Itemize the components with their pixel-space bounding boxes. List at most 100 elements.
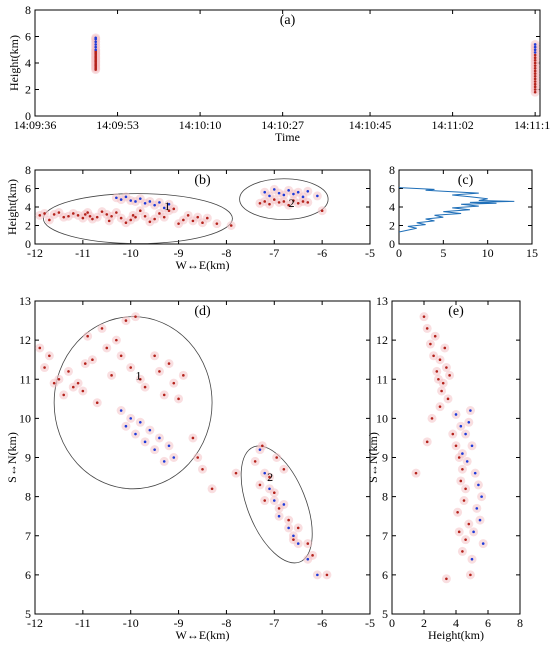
- data-point-red: [448, 374, 451, 377]
- y-tick-label: 0: [25, 237, 31, 251]
- data-point-blue: [461, 452, 464, 455]
- data-point-red: [48, 354, 51, 358]
- data-point-red: [201, 467, 204, 471]
- data-point-red: [94, 65, 97, 69]
- data-point-red: [196, 456, 200, 459]
- x-tick-label: 14:10:27: [261, 118, 304, 132]
- data-point-red: [43, 212, 46, 215]
- data-point-blue: [533, 48, 537, 52]
- data-point-red: [533, 56, 537, 59]
- data-point-red: [91, 217, 94, 221]
- data-point-blue: [124, 424, 128, 428]
- y-tick-label: 2: [389, 219, 395, 233]
- data-point-red: [533, 88, 537, 91]
- y-tick-label: 6: [25, 568, 31, 582]
- cluster-label-2: 2: [267, 470, 273, 484]
- data-point-red: [454, 444, 458, 448]
- data-point-blue: [129, 199, 133, 202]
- y-tick-label: 12: [376, 333, 388, 347]
- data-point-red: [153, 217, 156, 221]
- x-tick-label: 14:09:53: [96, 118, 139, 132]
- data-point-blue: [282, 503, 286, 506]
- x-tick-label: -12: [27, 246, 43, 260]
- x-tick-label: -10: [123, 246, 139, 260]
- y-tick-label: 4: [25, 56, 31, 70]
- x-tick-label: 14:09:36: [14, 118, 57, 132]
- data-point-red: [182, 218, 185, 222]
- data-point-red: [461, 467, 464, 471]
- data-point-red: [464, 487, 467, 491]
- data-point-blue: [282, 193, 286, 197]
- data-point-red: [533, 67, 537, 70]
- data-point-red: [296, 202, 300, 205]
- x-tick-label: -7: [269, 246, 279, 260]
- data-point-red: [196, 215, 200, 219]
- data-point-blue: [138, 197, 142, 200]
- data-points: [94, 36, 537, 94]
- data-point-blue: [469, 409, 472, 412]
- y-tick-label: 8: [382, 490, 388, 504]
- y-tick-label: 7: [25, 529, 31, 543]
- data-point-red: [253, 460, 257, 463]
- panel-a: 14:09:36 14:09:53 14:10:10 14:10:27 14:10:45…: [7, 3, 550, 144]
- point-halos: [35, 312, 332, 580]
- data-point-red: [129, 218, 133, 222]
- data-point-red: [67, 370, 70, 373]
- data-point-red: [432, 354, 435, 358]
- cluster-ellipse-2: [239, 178, 329, 220]
- cluster-label-1: 1: [164, 199, 170, 213]
- y-tick-label: 11: [376, 372, 388, 386]
- data-points: [414, 315, 485, 581]
- data-point-blue: [454, 413, 458, 416]
- data-point-red: [162, 215, 166, 219]
- x-tick-label: -5: [365, 246, 375, 260]
- data-point-red: [533, 59, 537, 62]
- data-point-red: [292, 199, 295, 202]
- data-point-red: [138, 377, 142, 381]
- data-point-blue: [292, 192, 295, 196]
- data-point-red: [234, 471, 238, 475]
- cluster-ellipse-1: [42, 193, 233, 244]
- y-axis-label: Height(km): [5, 179, 19, 235]
- x-tick-label: -9: [174, 616, 184, 630]
- y-tick-label: 8: [25, 490, 31, 504]
- data-point-red: [162, 393, 166, 397]
- x-tick-label: -7: [269, 616, 279, 630]
- data-point-red: [263, 499, 267, 502]
- data-point-blue: [115, 196, 118, 200]
- data-point-red: [124, 221, 128, 225]
- data-point-blue: [94, 40, 97, 44]
- data-point-blue: [258, 448, 262, 451]
- data-point-red: [124, 319, 128, 322]
- data-point-blue: [467, 420, 471, 424]
- data-point-red: [287, 518, 290, 522]
- y-tick-label: 8: [389, 163, 395, 177]
- cluster-label-2: 2: [289, 196, 295, 210]
- data-point-blue: [153, 203, 156, 207]
- data-point-red: [533, 74, 537, 78]
- data-point-red: [258, 483, 262, 487]
- data-point-blue: [287, 526, 290, 530]
- y-tick-label: 4: [389, 200, 395, 214]
- x-tick-label: 0: [389, 616, 395, 630]
- data-point-red: [533, 72, 537, 75]
- y-tick-label: 7: [382, 529, 388, 543]
- data-point-blue: [296, 542, 300, 545]
- y-axis-label: Height(km): [7, 35, 21, 91]
- data-point-red: [48, 218, 51, 222]
- x-axis-label: Time: [275, 130, 300, 144]
- cluster-ellipse-2: [240, 445, 313, 564]
- data-point-red: [282, 200, 286, 203]
- data-point-blue: [481, 542, 485, 545]
- data-point-red: [148, 220, 152, 224]
- y-tick-label: 13: [19, 294, 31, 308]
- x-tick-label: 0: [396, 246, 402, 260]
- data-point-blue: [277, 191, 281, 195]
- data-point-red: [95, 215, 99, 219]
- data-point-blue: [94, 45, 97, 49]
- data-point-blue: [158, 436, 161, 440]
- y-tick-label: 11: [19, 372, 31, 386]
- data-point-red: [76, 214, 80, 217]
- data-point-red: [182, 374, 185, 377]
